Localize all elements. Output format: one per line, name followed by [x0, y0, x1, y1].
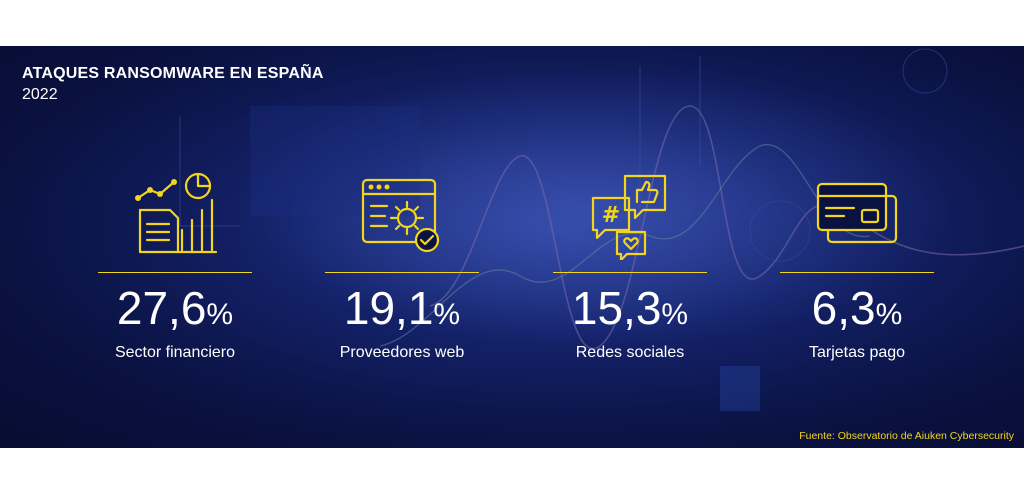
financial-chart-icon	[135, 172, 218, 254]
infographic-banner: ATAQUES RANSOMWARE EN ESPAÑA 2022 27,6% …	[0, 46, 1024, 448]
stat-label: Tarjetas pago	[808, 344, 906, 361]
stat-financial-sector: 27,6% Sector financiero	[98, 170, 252, 362]
svg-text:#: #	[602, 203, 620, 228]
stat-divider	[98, 272, 252, 273]
background-decoration	[0, 46, 1024, 448]
source-credit: Fuente: Observatorio de Aiuken Cybersecu…	[799, 430, 1014, 442]
social-media-icon: #	[591, 174, 667, 260]
stat-value: 19,1%	[343, 282, 461, 334]
stat-payment-cards: 6,3% Tarjetas pago	[780, 170, 934, 362]
stat-social-networks: # 15,3% Redes sociales	[553, 170, 707, 362]
stat-label: Sector financiero	[114, 344, 236, 361]
payment-cards-icon	[816, 182, 898, 244]
stat-value: 27,6%	[116, 282, 234, 334]
stat-label: Proveedores web	[339, 344, 465, 361]
stat-value: 15,3%	[571, 282, 689, 334]
stat-label: Redes sociales	[575, 344, 685, 361]
web-settings-icon	[361, 178, 440, 253]
stat-divider	[325, 272, 479, 273]
stat-divider	[553, 272, 707, 273]
stat-value: 6,3%	[811, 282, 903, 334]
stat-web-providers: 19,1% Proveedores web	[325, 170, 479, 362]
stat-divider	[780, 272, 934, 273]
infographic-title: ATAQUES RANSOMWARE EN ESPAÑA	[22, 65, 324, 82]
infographic-year: 2022	[22, 86, 58, 103]
